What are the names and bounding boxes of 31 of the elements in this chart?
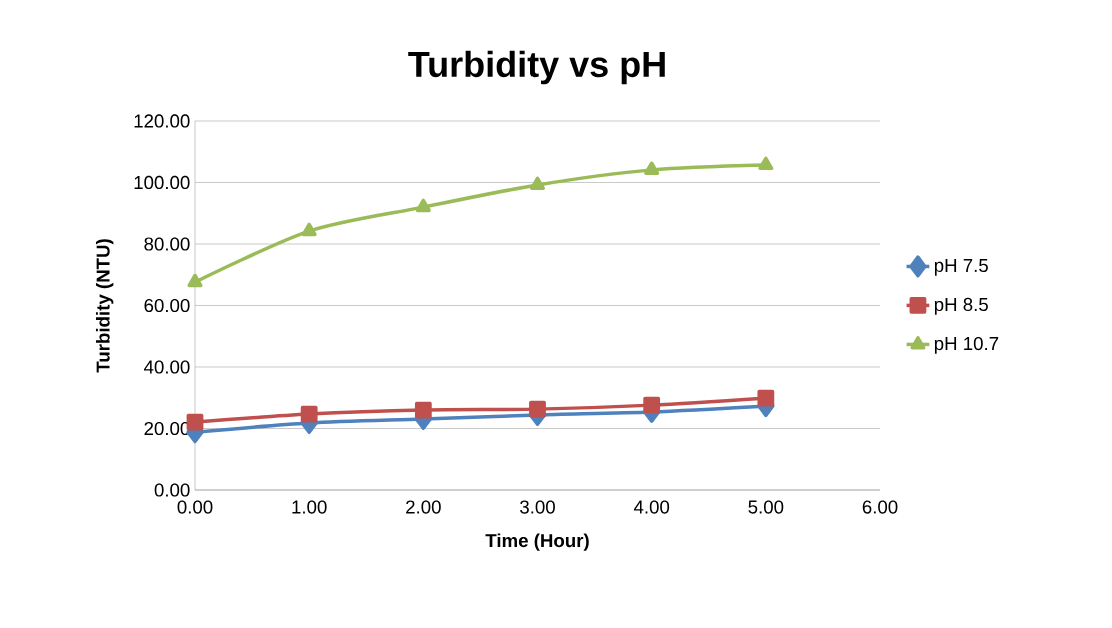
point <box>529 176 546 191</box>
point <box>529 400 546 418</box>
point <box>414 401 432 419</box>
x-tick-label: 3.00 <box>520 500 555 514</box>
legend-label: pH 7.5 <box>934 259 988 276</box>
y-axis-title: Turbidity (NTU) <box>95 239 114 373</box>
y-tick-label: 40.00 <box>144 360 190 374</box>
y-tick-label: 100.00 <box>134 175 190 190</box>
x-tick-label: 1.00 <box>292 500 327 514</box>
y-tick-label: 80.00 <box>144 237 190 251</box>
point <box>643 396 661 414</box>
point <box>415 198 431 213</box>
point <box>187 273 203 288</box>
x-tick-label: 6.00 <box>862 500 898 514</box>
point <box>301 222 317 237</box>
x-tick-label: 0.00 <box>177 500 213 514</box>
point <box>300 405 318 423</box>
x-axis-title: Time (Hour) <box>485 533 589 551</box>
legend-label: pH 8.5 <box>934 297 988 315</box>
x-tick-label: 5.00 <box>748 500 784 514</box>
point <box>757 389 775 407</box>
legend-label: pH 10.7 <box>934 336 999 354</box>
point <box>186 413 204 431</box>
y-tick-label: 0.00 <box>154 483 190 497</box>
x-tick-label: 2.00 <box>406 500 441 514</box>
x-tick-label: 4.00 <box>633 500 670 514</box>
y-tick-label: 120.00 <box>134 114 190 128</box>
point <box>644 161 660 175</box>
chart-title: Turbidity vs pH <box>408 50 665 85</box>
y-tick-label: 60.00 <box>144 298 190 313</box>
point <box>758 156 774 171</box>
